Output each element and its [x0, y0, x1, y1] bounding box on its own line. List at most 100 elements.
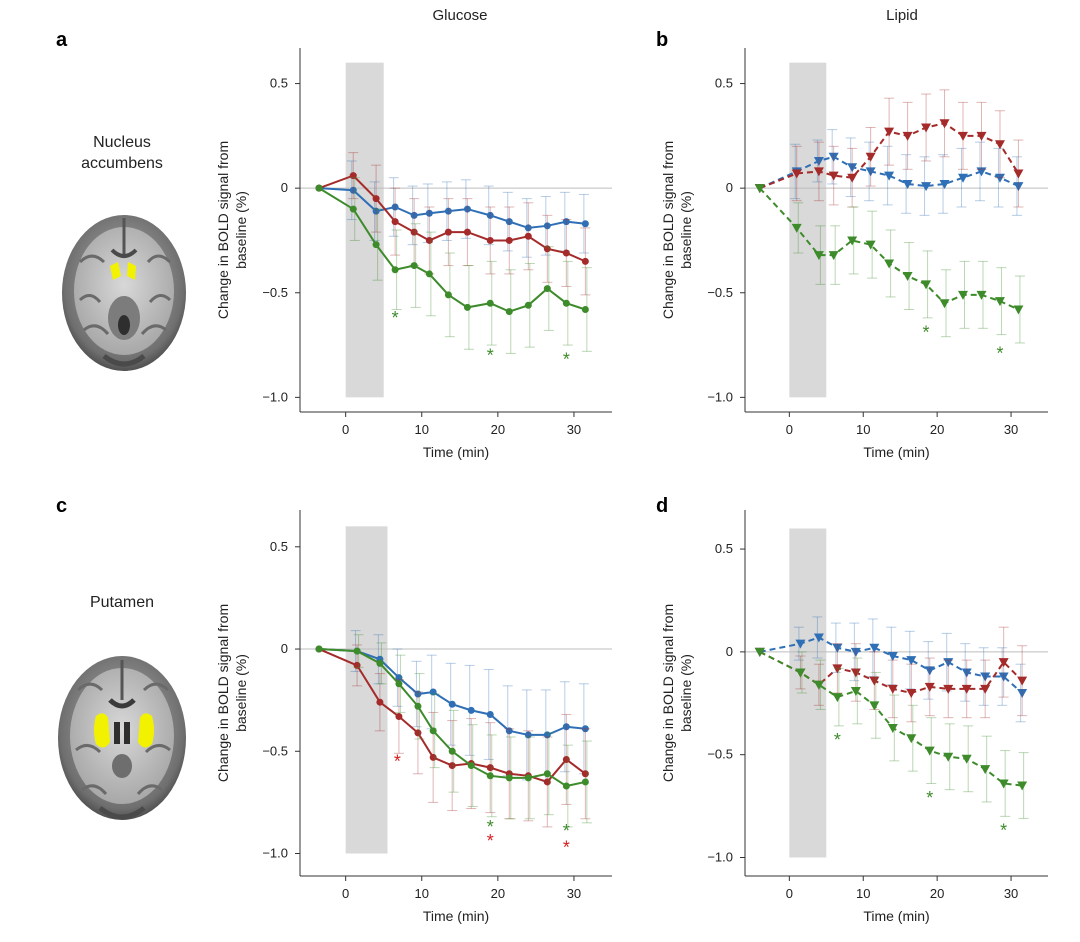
- x-tick-label: 10: [415, 886, 429, 901]
- data-point-red: [865, 152, 876, 162]
- data-point-red: [887, 684, 898, 694]
- data-point-green: [754, 647, 765, 657]
- y-axis-title-line1: Change in BOLD signal from: [660, 604, 676, 782]
- data-point-red: [902, 131, 913, 141]
- data-point-green: [414, 702, 422, 710]
- data-point-blue: [562, 218, 570, 226]
- chart-panel-c: 0.5 0 −0.5 −1.0 0 10 20 30 Time (min) Change in B…: [215, 510, 612, 924]
- data-point-blue: [467, 706, 475, 714]
- data-point-green: [976, 290, 987, 300]
- data-point-green: [887, 723, 898, 733]
- data-point-green: [847, 236, 858, 246]
- panel-letter-c: c: [56, 495, 67, 517]
- series-green: [754, 184, 1025, 344]
- data-point-blue: [410, 211, 418, 219]
- data-point-red: [1013, 169, 1024, 179]
- data-point-blue: [813, 156, 824, 166]
- data-point-green: [505, 308, 513, 316]
- series-line-red: [318, 174, 586, 263]
- data-point-red: [906, 689, 917, 698]
- data-point-green: [524, 301, 532, 309]
- data-point-red: [562, 755, 570, 763]
- x-axis-title: Time (min): [863, 444, 929, 460]
- data-point-red: [847, 173, 858, 183]
- data-point-blue: [869, 643, 880, 653]
- data-point-blue: [444, 207, 452, 215]
- data-point-red: [869, 676, 880, 686]
- series-red: [315, 644, 591, 828]
- y-tick-label: −1.0: [262, 846, 288, 861]
- significance-asterisk: *: [392, 308, 399, 328]
- series-red: [315, 152, 591, 296]
- data-point-green: [828, 251, 839, 261]
- data-point-blue: [961, 668, 972, 678]
- data-point-red: [1017, 676, 1028, 686]
- data-point-green: [902, 272, 913, 282]
- x-tick-label: 30: [567, 886, 581, 901]
- data-point-red: [543, 245, 551, 253]
- data-point-red: [961, 684, 972, 694]
- series-line-blue: [759, 155, 1019, 190]
- data-point-red: [581, 770, 589, 778]
- data-point-green: [315, 184, 323, 192]
- nucleus-accumbens-left-highlight: [110, 262, 121, 280]
- data-point-blue: [850, 647, 861, 657]
- y-tick-label: −0.5: [707, 285, 733, 300]
- data-point-blue: [505, 727, 513, 735]
- significance-asterisk: *: [1000, 821, 1007, 841]
- y-tick-label: 0: [281, 641, 288, 656]
- data-point-green: [444, 291, 452, 299]
- brain-image-nucleus-accumbens: [62, 210, 192, 371]
- data-point-blue: [349, 186, 357, 194]
- y-axis-title-line1: Change in BOLD signal from: [215, 604, 231, 782]
- y-axis-title-line2: baseline (%): [678, 191, 694, 269]
- data-point-red: [994, 140, 1005, 150]
- x-tick-label: 20: [930, 422, 944, 437]
- data-point-blue: [581, 725, 589, 733]
- data-point-blue: [425, 209, 433, 217]
- data-point-green: [353, 647, 361, 655]
- infusion-band: [345, 62, 384, 398]
- significance-asterisk: *: [996, 343, 1003, 363]
- x-tick-label: 0: [342, 422, 349, 437]
- data-point-blue: [448, 700, 456, 708]
- data-point-red: [391, 218, 399, 226]
- x-tick-label: 20: [491, 422, 505, 437]
- data-point-red: [425, 236, 433, 244]
- y-axis-title-line2: baseline (%): [678, 654, 694, 732]
- y-axis-title-line2: baseline (%): [233, 191, 249, 269]
- series-blue: [754, 129, 1024, 216]
- y-tick-label: 0: [726, 180, 733, 195]
- data-point-blue: [395, 674, 403, 682]
- series-green: [754, 647, 1029, 819]
- infusion-band: [345, 526, 388, 854]
- y-tick-label: −1.0: [262, 389, 288, 404]
- data-point-green: [429, 727, 437, 735]
- data-point-blue: [429, 688, 437, 696]
- panel-letter-d: d: [656, 495, 668, 517]
- data-point-green: [562, 299, 570, 307]
- data-point-red: [372, 195, 380, 203]
- data-point-blue: [1017, 689, 1028, 698]
- data-point-red: [998, 658, 1009, 668]
- data-point-green: [524, 774, 532, 782]
- x-tick-label: 20: [930, 886, 944, 901]
- data-point-red: [850, 668, 861, 678]
- data-point-red: [939, 119, 950, 129]
- data-point-blue: [906, 656, 917, 666]
- data-point-green: [486, 299, 494, 307]
- x-tick-label: 30: [567, 422, 581, 437]
- significance-asterisk: *: [487, 831, 494, 851]
- data-point-red: [505, 236, 513, 244]
- significance-asterisk: *: [923, 322, 930, 342]
- data-point-blue: [924, 666, 935, 676]
- y-tick-label: −0.5: [262, 285, 288, 300]
- chart-panel-d: 0.5 0 −0.5 −1.0 0 10 20 30 Time (min) Change in B…: [660, 510, 1048, 924]
- data-point-green: [921, 280, 932, 290]
- significance-asterisk: *: [487, 817, 494, 837]
- data-point-red: [924, 682, 935, 692]
- data-point-blue: [994, 173, 1005, 183]
- x-axis-title: Time (min): [863, 908, 929, 924]
- data-point-green: [754, 184, 765, 194]
- data-point-red: [832, 664, 843, 674]
